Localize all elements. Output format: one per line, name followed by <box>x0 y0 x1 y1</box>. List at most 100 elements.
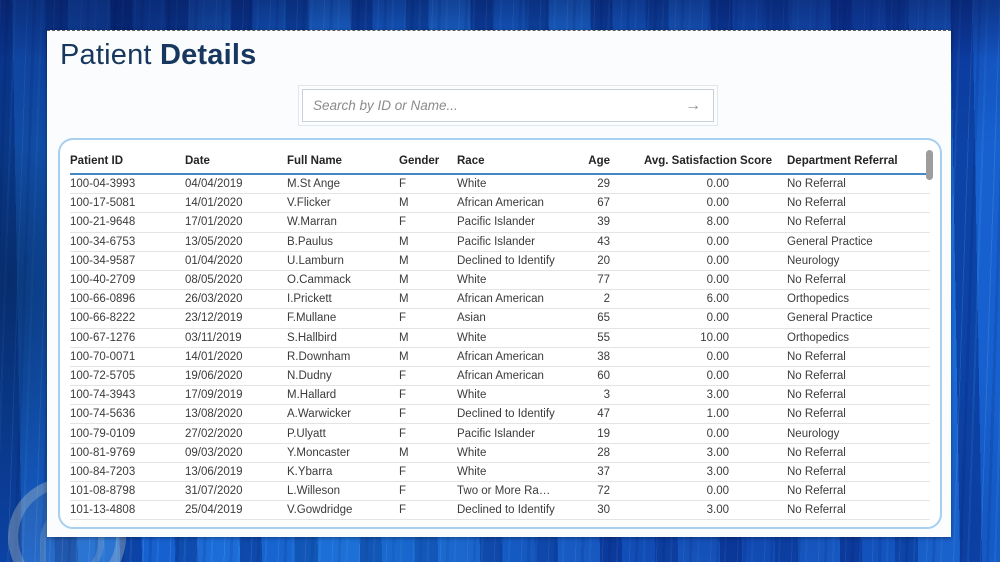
report-page: Patient Details → Patient ID Date Full N… <box>47 30 951 537</box>
cell-gender: M <box>399 235 409 248</box>
cell-satisfaction-score: 6.00 <box>706 293 729 306</box>
table-row[interactable]: 100-66-8222 23/12/2019 F.Mullane F Asian… <box>70 309 930 329</box>
cell-date: 13/05/2020 <box>185 235 243 248</box>
cell-date: 19/06/2020 <box>185 369 243 382</box>
cell-department-referral: No Referral <box>787 274 846 287</box>
table-row[interactable]: 100-40-2709 08/05/2020 O.Cammack M White… <box>70 271 930 291</box>
cell-satisfaction-score: 10.00 <box>700 331 729 344</box>
cell-date: 27/02/2020 <box>185 427 243 440</box>
cell-satisfaction-score: 8.00 <box>706 216 729 229</box>
cell-department-referral: Neurology <box>787 254 840 267</box>
page-title: Patient Details <box>60 39 256 72</box>
cell-age: 29 <box>597 178 610 191</box>
table-row[interactable]: 100-74-5636 13/08/2020 A.Warwicker F Dec… <box>70 405 930 425</box>
cell-department-referral: Orthopedics <box>787 331 850 344</box>
cell-race: Two or More Races <box>457 485 557 498</box>
cell-age: 3 <box>603 389 610 402</box>
cell-age: 39 <box>597 216 610 229</box>
cell-race: Asian <box>457 312 486 325</box>
search-submit-arrow-icon[interactable]: → <box>685 96 701 114</box>
table-row[interactable]: 100-04-3993 04/04/2019 M.St Ange F White… <box>70 175 930 195</box>
cell-race: White <box>457 331 487 344</box>
column-header-patient-id[interactable]: Patient ID <box>70 154 124 167</box>
cell-gender: F <box>399 504 407 517</box>
cell-patient-id: 100-72-5705 <box>70 369 136 382</box>
column-header-race[interactable]: Race <box>457 154 485 167</box>
search-input[interactable] <box>313 98 683 113</box>
cell-full-name: I.Prickett <box>287 293 332 306</box>
table-row[interactable]: 100-84-7203 13/06/2019 K.Ybarra F White … <box>70 463 930 482</box>
cell-race: Pacific Islander <box>457 235 535 248</box>
cell-full-name: M.Hallard <box>287 389 337 402</box>
table-row[interactable]: 101-13-4808 25/04/2019 V.Gowdridge F Dec… <box>70 501 930 521</box>
cell-gender: F <box>399 216 407 229</box>
cell-department-referral: Neurology <box>787 427 840 440</box>
cell-date: 13/08/2020 <box>185 408 243 421</box>
cell-gender: M <box>399 197 409 210</box>
cell-date: 03/11/2019 <box>185 331 242 344</box>
cell-race: African American <box>457 293 544 306</box>
search-box-inner: → <box>302 89 714 122</box>
table-row[interactable]: 100-21-9648 17/01/2020 W.Marran F Pacifi… <box>70 213 930 233</box>
table-row[interactable]: 100-72-5705 19/06/2020 N.Dudny F African… <box>70 367 930 387</box>
cell-full-name: V.Flicker <box>287 197 331 210</box>
column-header-gender[interactable]: Gender <box>399 154 440 167</box>
cell-satisfaction-score: 0.00 <box>706 350 729 363</box>
cell-department-referral: General Practice <box>787 312 873 325</box>
cell-gender: F <box>399 369 407 382</box>
table-row[interactable]: 100-34-9587 01/04/2020 U.Lamburn M Decli… <box>70 252 930 271</box>
column-header-department-referral[interactable]: Department Referral <box>787 154 898 167</box>
cell-department-referral: No Referral <box>787 350 846 363</box>
cell-date: 25/04/2019 <box>185 504 243 517</box>
cell-age: 20 <box>597 254 610 267</box>
table-row[interactable]: 100-79-0109 27/02/2020 P.Ulyatt F Pacifi… <box>70 424 930 444</box>
cell-department-referral: Orthopedics <box>787 293 850 306</box>
cell-gender: F <box>399 427 407 440</box>
table-row[interactable]: 100-81-9769 09/03/2020 Y.Moncaster M Whi… <box>70 444 930 463</box>
table-row[interactable]: 100-74-3943 17/09/2019 M.Hallard F White… <box>70 386 930 406</box>
table-row[interactable]: 100-66-0896 26/03/2020 I.Prickett M Afri… <box>70 290 930 310</box>
cell-patient-id: 100-67-1276 <box>70 331 136 344</box>
cell-gender: F <box>399 465 407 478</box>
cell-full-name: A.Warwicker <box>287 408 352 421</box>
cell-patient-id: 100-70-0071 <box>70 350 136 363</box>
cell-full-name: W.Marran <box>287 216 337 229</box>
cell-satisfaction-score: 3.00 <box>706 465 729 478</box>
column-header-date[interactable]: Date <box>185 154 210 167</box>
cell-patient-id: 100-81-9769 <box>70 446 136 459</box>
table-row[interactable]: 100-70-0071 14/01/2020 R.Downham M Afric… <box>70 348 930 367</box>
column-header-full-name[interactable]: Full Name <box>287 154 342 167</box>
cell-full-name: L.Willeson <box>287 485 341 498</box>
cell-satisfaction-score: 0.00 <box>706 254 729 267</box>
table-header-row: Patient ID Date Full Name Gender Race Ag… <box>70 148 930 175</box>
search-box: → <box>298 85 718 126</box>
table-body: 100-04-3993 04/04/2019 M.St Ange F White… <box>70 175 930 521</box>
cell-age: 72 <box>597 485 610 498</box>
cell-satisfaction-score: 3.00 <box>706 389 729 402</box>
column-header-satisfaction-score[interactable]: Avg. Satisfaction Score <box>643 154 772 167</box>
table-vertical-scrollbar[interactable] <box>926 150 933 180</box>
cell-gender: M <box>399 331 409 344</box>
cell-date: 31/07/2020 <box>185 485 243 498</box>
cell-race: African American <box>457 197 544 210</box>
cell-full-name: O.Cammack <box>287 274 351 287</box>
table-row[interactable]: 100-17-5081 14/01/2020 V.Flicker M Afric… <box>70 194 930 214</box>
cell-race: Pacific Islander <box>457 216 535 229</box>
cell-department-referral: General Practice <box>787 235 873 248</box>
cell-race: Declined to Identify <box>457 254 555 267</box>
cell-date: 01/04/2020 <box>185 254 243 267</box>
cell-patient-id: 100-66-0896 <box>70 293 136 306</box>
cell-patient-id: 100-17-5081 <box>70 197 136 210</box>
cell-race: White <box>457 389 487 402</box>
cell-date: 14/01/2020 <box>185 197 243 210</box>
cell-full-name: Y.Moncaster <box>287 446 351 459</box>
cell-age: 77 <box>597 274 610 287</box>
cell-age: 55 <box>597 331 610 344</box>
cell-date: 26/03/2020 <box>185 293 243 306</box>
table-row[interactable]: 100-34-6753 13/05/2020 B.Paulus M Pacifi… <box>70 233 930 252</box>
table-row[interactable]: 100-67-1276 03/11/2019 S.Hallbird M Whit… <box>70 329 930 348</box>
column-header-age[interactable]: Age <box>588 154 610 167</box>
cell-patient-id: 100-34-9587 <box>70 254 136 267</box>
cell-race: White <box>457 465 487 478</box>
table-row[interactable]: 101-08-8798 31/07/2020 L.Willeson F Two … <box>70 482 930 502</box>
